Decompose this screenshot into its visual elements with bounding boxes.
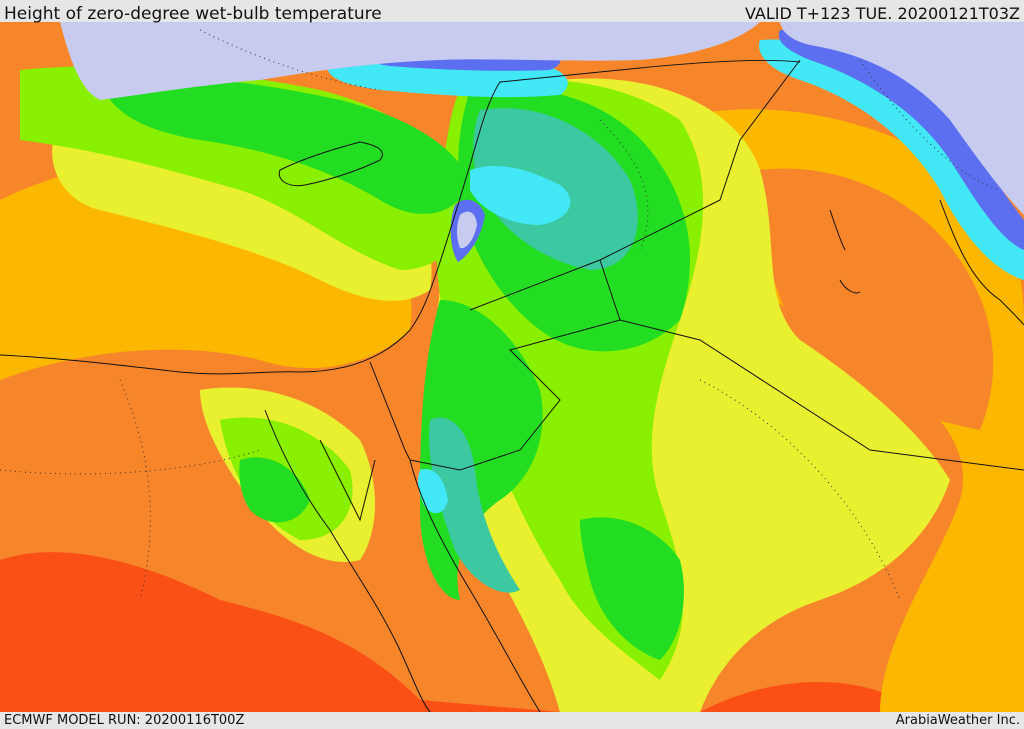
field-red-orange-east: [700, 682, 900, 712]
field-lavender-turkey: [60, 22, 760, 100]
country-boundaries: [0, 59, 1024, 712]
field-orange-arabia: [760, 168, 994, 430]
field-green-arabia: [580, 517, 684, 660]
field-lavender-iran: [780, 22, 1024, 215]
admin-line-4: [699, 379, 901, 601]
field-lavender-lebanon: [457, 211, 477, 249]
gulf-coast: [939, 199, 1024, 326]
coastline-levant: [0, 59, 801, 375]
admin-line-1: [0, 449, 261, 475]
jordan-saudi-border: [409, 319, 1024, 471]
model-run-label: ECMWF MODEL RUN: 20200116T00Z: [4, 713, 245, 728]
field-red-orange: [0, 552, 560, 712]
iraq-jordan-border: [599, 259, 621, 321]
map-canvas: [0, 22, 1024, 712]
syria-iraq-border: [469, 59, 801, 311]
sinai-gulf-outline: [319, 439, 376, 522]
footer-bar: [0, 712, 1024, 729]
admin-line-2: [119, 379, 151, 601]
egypt-israel-border: [369, 361, 411, 461]
mesopotamia-lakes: [829, 209, 861, 294]
field-cyan-iran: [759, 39, 1024, 280]
map-title: Height of zero-degree wet-bulb temperatu…: [4, 4, 382, 24]
header-bar: [0, 0, 1024, 22]
admin-line-3: [599, 119, 649, 251]
field-green-sinai: [239, 457, 310, 523]
field-cyan-lebanon: [470, 165, 571, 225]
weather-map[interactable]: [0, 22, 1024, 712]
red-sea-coast-west: [264, 409, 431, 712]
red-sea-coast-east: [409, 459, 541, 712]
field-green-north: [100, 76, 470, 214]
field-teal-jordan-valley: [429, 417, 520, 593]
admin-boundaries: [0, 29, 1001, 601]
credit-label: ArabiaWeather Inc.: [895, 713, 1020, 728]
field-cyan-valley: [417, 469, 448, 514]
cyprus-outline: [278, 141, 383, 187]
valid-time-label: VALID T+123 TUE. 20200121T03Z: [744, 4, 1020, 23]
